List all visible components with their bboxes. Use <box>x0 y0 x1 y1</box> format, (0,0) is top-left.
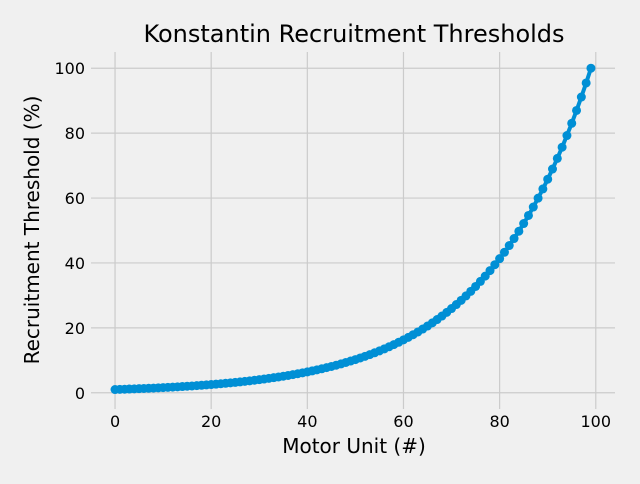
data-point <box>499 247 509 257</box>
data-point <box>548 164 557 174</box>
y-tick-label: 100 <box>54 59 85 78</box>
grid <box>91 52 615 409</box>
x-tick-label: 60 <box>393 412 413 431</box>
data-point <box>523 210 533 220</box>
data-point <box>533 193 543 203</box>
data-point <box>528 202 538 212</box>
x-axis-ticks: 0 20 40 60 80 100 <box>110 412 611 431</box>
x-tick-label: 0 <box>110 412 120 431</box>
data-point <box>567 118 577 128</box>
chart-title: Konstantin Recruitment Thresholds <box>143 20 564 48</box>
data-point <box>504 241 514 251</box>
x-axis-label: Motor Unit (#) <box>282 434 426 458</box>
y-tick-label: 20 <box>65 319 85 338</box>
data-point <box>519 219 529 229</box>
data-point <box>538 184 548 194</box>
data-point <box>562 131 572 141</box>
data-point <box>543 174 553 184</box>
x-tick-label: 100 <box>580 412 611 431</box>
x-tick-label: 80 <box>489 412 509 431</box>
data-point <box>581 78 591 88</box>
data-point <box>552 153 562 163</box>
data-point <box>509 234 519 244</box>
data-point <box>572 105 582 115</box>
y-axis-label: Recruitment Threshold (%) <box>20 96 44 365</box>
x-tick-label: 20 <box>201 412 221 431</box>
data-point <box>576 92 586 102</box>
y-tick-label: 60 <box>65 189 85 208</box>
x-tick-label: 40 <box>297 412 317 431</box>
y-tick-label: 80 <box>65 124 85 143</box>
data-point <box>586 63 596 73</box>
data-point <box>495 254 505 264</box>
y-axis-ticks: 0 20 40 60 80 100 <box>54 59 85 403</box>
data-point <box>514 226 524 236</box>
y-tick-label: 40 <box>65 254 85 273</box>
data-series <box>110 63 596 395</box>
data-point <box>557 142 567 152</box>
data-point <box>490 260 500 270</box>
y-tick-label: 0 <box>75 384 85 403</box>
